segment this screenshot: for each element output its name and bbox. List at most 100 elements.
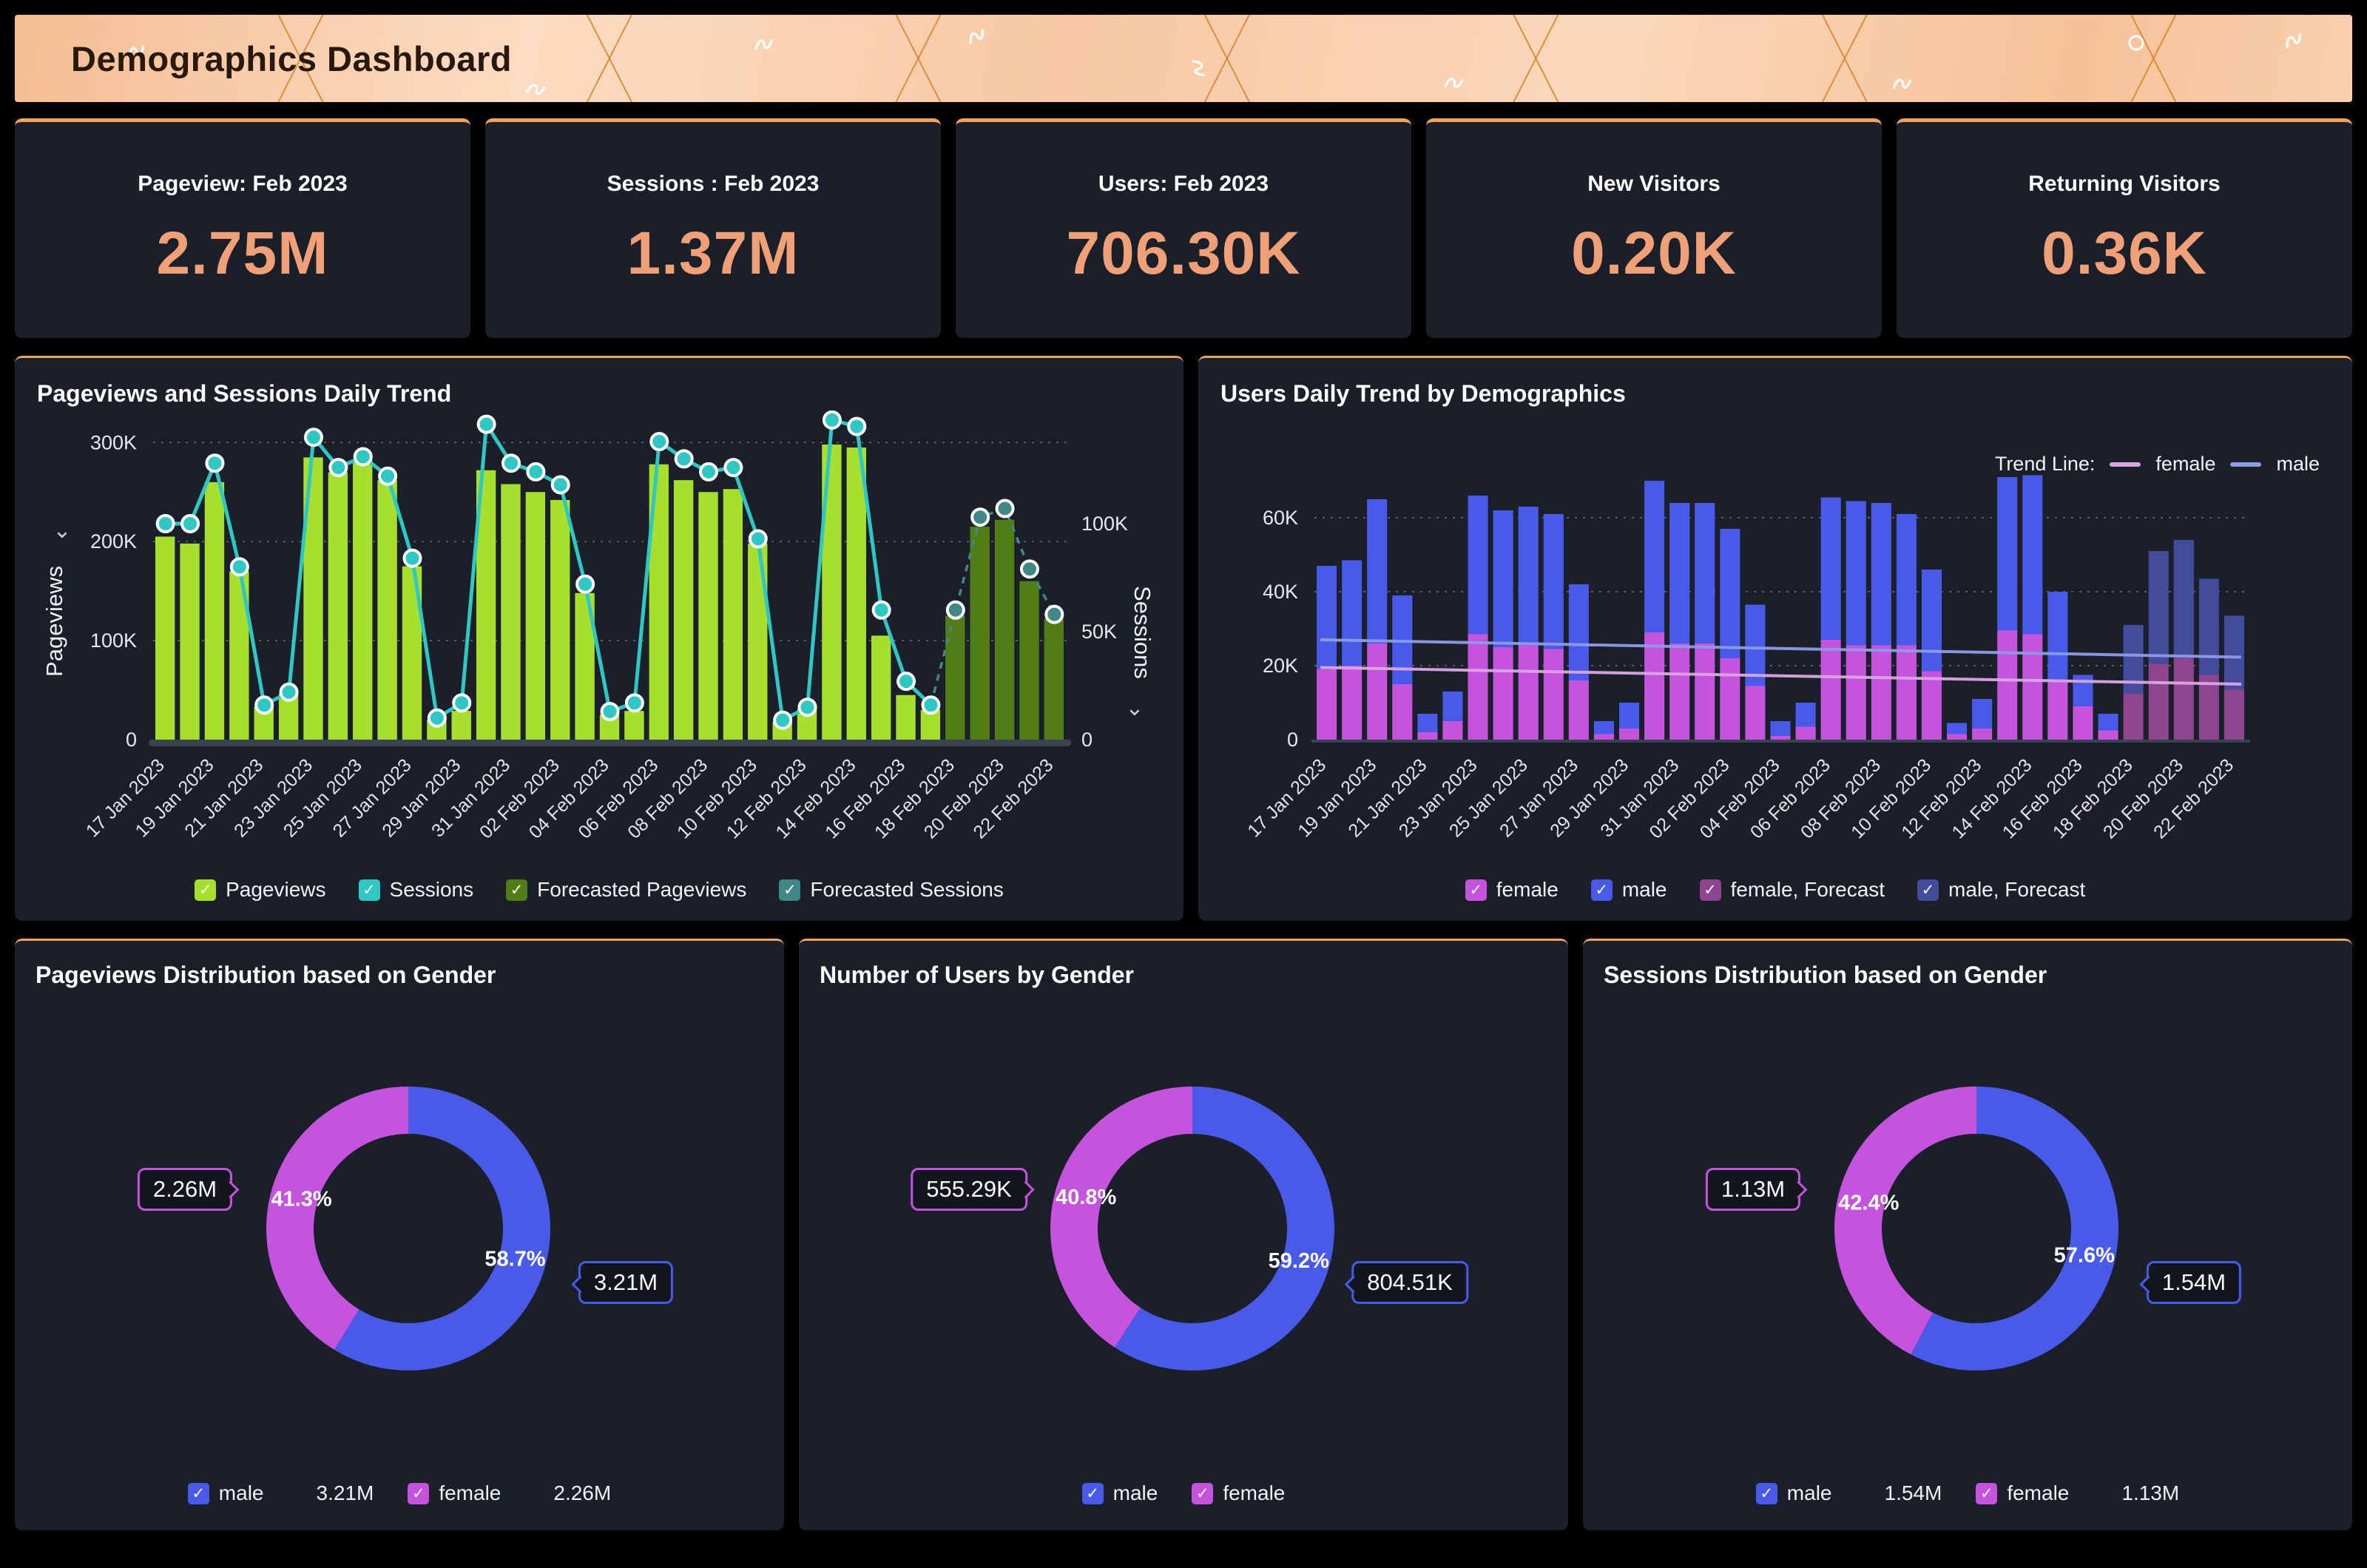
sessions-marker[interactable] [1044,604,1064,624]
female-bar[interactable] [1669,643,1690,740]
pageviews-bar[interactable] [155,536,175,740]
forecasted-pageviews-bar[interactable] [994,519,1015,740]
sessions-marker[interactable] [649,432,669,452]
x-axis-scrollbar[interactable] [149,740,1071,746]
sessions-marker[interactable] [452,693,472,713]
sessions-marker[interactable] [205,453,225,473]
trend-legend-female-label[interactable]: female [2155,453,2216,475]
legend-item-female[interactable]: ✓ female 2.26M [408,1481,611,1505]
axis-collapse-chevron-icon[interactable]: ⌄ [1125,696,1144,720]
female-bar[interactable] [2047,682,2068,740]
sessions-marker[interactable] [748,529,768,549]
female-bar[interactable] [1568,680,1589,740]
sessions-marker[interactable] [476,414,496,434]
male-bar[interactable] [1695,503,1715,643]
female-bar[interactable] [1921,671,1942,740]
female-bar[interactable] [1518,645,1539,740]
demographics-bars[interactable] [1317,475,2244,740]
sessions-marker[interactable] [279,682,299,702]
female-bar[interactable] [1593,734,1614,740]
male-bar[interactable] [1871,503,1891,646]
pageviews-bar[interactable] [501,484,521,740]
sessions-marker[interactable] [600,702,620,722]
female-bar[interactable] [2022,634,2043,740]
male-bar[interactable] [1669,503,1690,643]
male-bar[interactable] [1997,477,2018,631]
axis-collapse-chevron-icon[interactable]: ⌄ [53,518,71,543]
male-bar[interactable] [1518,507,1539,646]
sessions-marker[interactable] [328,458,348,478]
legend-checkbox-female[interactable]: ✓ [1465,879,1487,901]
female-bar[interactable] [1745,686,1766,740]
sessions-marker[interactable] [378,466,398,486]
male-bar[interactable] [1543,514,1564,649]
male-bar[interactable] [1820,497,1841,641]
pageviews-bar[interactable] [920,709,941,740]
female-bar[interactable] [1997,630,2018,740]
sessions-marker[interactable] [427,708,447,728]
male-bar[interactable] [1896,514,1917,646]
male-bar[interactable] [1367,499,1388,643]
legend-item-female[interactable]: ✓ female [1192,1481,1285,1505]
legend-checkbox-female[interactable]: ✓ [408,1482,430,1504]
female-bar[interactable] [1972,729,1993,740]
sessions-marker[interactable] [180,514,200,533]
pageviews-bar[interactable] [871,635,891,740]
pageviews-bar[interactable] [180,543,200,740]
sessions-marker[interactable] [229,557,249,577]
female-bar[interactable] [1846,645,1866,740]
users-gender-donut[interactable]: 59.2% 40.8% [823,999,1562,1458]
male-bar[interactable] [2098,714,2118,731]
male-bar[interactable] [1618,703,1640,729]
pageviews-bar[interactable] [377,480,397,740]
male-forecast-bar[interactable] [2198,578,2219,675]
sessions-marker[interactable] [674,449,694,469]
legend-item-male[interactable]: ✓ male 1.54M [1755,1481,1942,1505]
sessions-marker[interactable] [303,428,323,447]
legend-checkbox-female[interactable]: ✓ [1976,1482,1998,1504]
trend-legend-male-label[interactable]: male [2276,453,2320,475]
male-bar[interactable] [1468,496,1488,635]
female-bar[interactable] [1367,643,1388,740]
pageviews-bar[interactable] [353,459,373,740]
female-bar[interactable] [1695,643,1715,740]
legend-checkbox-male[interactable]: ✓ [1755,1482,1777,1504]
sessions-marker[interactable] [995,499,1015,518]
legend-item-female[interactable]: ✓ female 1.13M [1976,1481,2179,1505]
legend-checkbox-male-forecast[interactable]: ✓ [1917,879,1939,901]
female-bar[interactable] [1417,732,1438,740]
male-bar[interactable] [1493,510,1513,647]
sessions-marker[interactable] [526,462,546,481]
female-bar[interactable] [1543,649,1564,740]
female-bar[interactable] [2073,706,2093,740]
male-bar[interactable] [1921,570,1942,672]
legend-checkbox-female[interactable]: ✓ [1192,1482,1214,1504]
sessions-marker[interactable] [921,695,941,715]
kpi-card-returning-visitors[interactable]: Returning Visitors 0.36K [1897,118,2352,338]
sessions-line[interactable] [165,418,933,723]
female-bar[interactable] [1493,647,1513,740]
female-bar[interactable] [1392,684,1413,740]
female-bar[interactable] [1795,726,1816,740]
male-bar[interactable] [1442,692,1463,721]
male-bar[interactable] [1417,714,1438,732]
pageviews-bar[interactable] [896,695,916,740]
forecasted-pageviews-bar[interactable] [970,527,990,740]
sessions-marker[interactable] [575,574,595,594]
male-bar[interactable] [1846,501,1866,646]
pageviews-bar[interactable] [846,447,866,740]
female-bar[interactable] [1947,734,1968,740]
pageviews-bar[interactable] [328,472,348,740]
male-bar[interactable] [1593,721,1614,734]
pageviews-bar[interactable] [451,711,471,740]
female-bar[interactable] [1871,645,1891,740]
male-bar[interactable] [1720,529,1740,658]
forecasted-pageviews-bar[interactable] [1044,618,1064,740]
female-trend-line[interactable] [1320,666,2242,686]
donut-slice-female[interactable] [1834,1087,2118,1371]
male-bar[interactable] [1972,699,1993,729]
pageviews-bar[interactable] [550,499,570,740]
sessions-marker[interactable] [501,453,521,473]
